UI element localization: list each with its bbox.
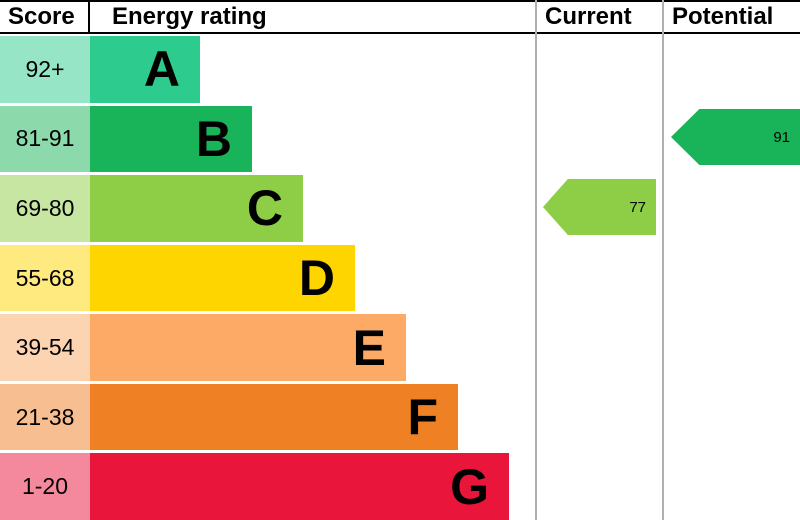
band-row-g: 1-20 G xyxy=(0,453,800,520)
band-bar-g: G xyxy=(90,453,509,520)
band-rows: 92+ A 81-91 B 69-80 C 55-68 D 39-54 xyxy=(0,34,800,520)
band-bar-c: C xyxy=(90,175,303,242)
score-range-b: 81-91 xyxy=(0,105,90,173)
band-row-f: 21-38 F xyxy=(0,383,800,451)
header-potential: Potential xyxy=(672,3,774,30)
header-energy-rating: Energy rating xyxy=(112,3,267,30)
band-bar-d: D xyxy=(90,244,355,312)
band-bar-a: A xyxy=(90,36,200,103)
band-row-c: 69-80 C xyxy=(0,175,800,242)
score-range-d: 55-68 xyxy=(0,244,90,312)
band-row-e: 39-54 E xyxy=(0,314,800,381)
band-letter-b: B xyxy=(195,110,232,167)
potential-rating-arrow: 91 xyxy=(671,109,800,165)
band-bar-f: F xyxy=(90,383,458,451)
header-current: Current xyxy=(545,3,632,30)
band-letter-d: D xyxy=(298,250,335,307)
header-row: Score Energy rating Current Potential xyxy=(0,0,800,34)
band-row-b: 81-91 B xyxy=(0,105,800,173)
current-rating-arrow: 77 xyxy=(543,179,656,235)
score-range-e: 39-54 xyxy=(0,314,90,381)
band-letter-e: E xyxy=(352,319,386,376)
column-divider-current xyxy=(535,0,537,520)
header-score: Score xyxy=(0,2,90,32)
current-rating-value: 77 xyxy=(629,198,646,216)
potential-rating-value: 91 xyxy=(773,128,790,146)
score-range-g: 1-20 xyxy=(0,453,90,520)
column-divider-potential xyxy=(662,0,664,520)
band-bar-e: E xyxy=(90,314,406,381)
band-letter-g: G xyxy=(450,458,489,515)
score-range-a: 92+ xyxy=(0,36,90,103)
score-range-c: 69-80 xyxy=(0,175,90,242)
band-letter-f: F xyxy=(407,389,438,446)
band-letter-c: C xyxy=(246,180,283,237)
score-range-f: 21-38 xyxy=(0,383,90,451)
band-bar-b: B xyxy=(90,105,252,173)
band-row-d: 55-68 D xyxy=(0,244,800,312)
band-letter-a: A xyxy=(143,41,180,98)
band-row-a: 92+ A xyxy=(0,36,800,103)
